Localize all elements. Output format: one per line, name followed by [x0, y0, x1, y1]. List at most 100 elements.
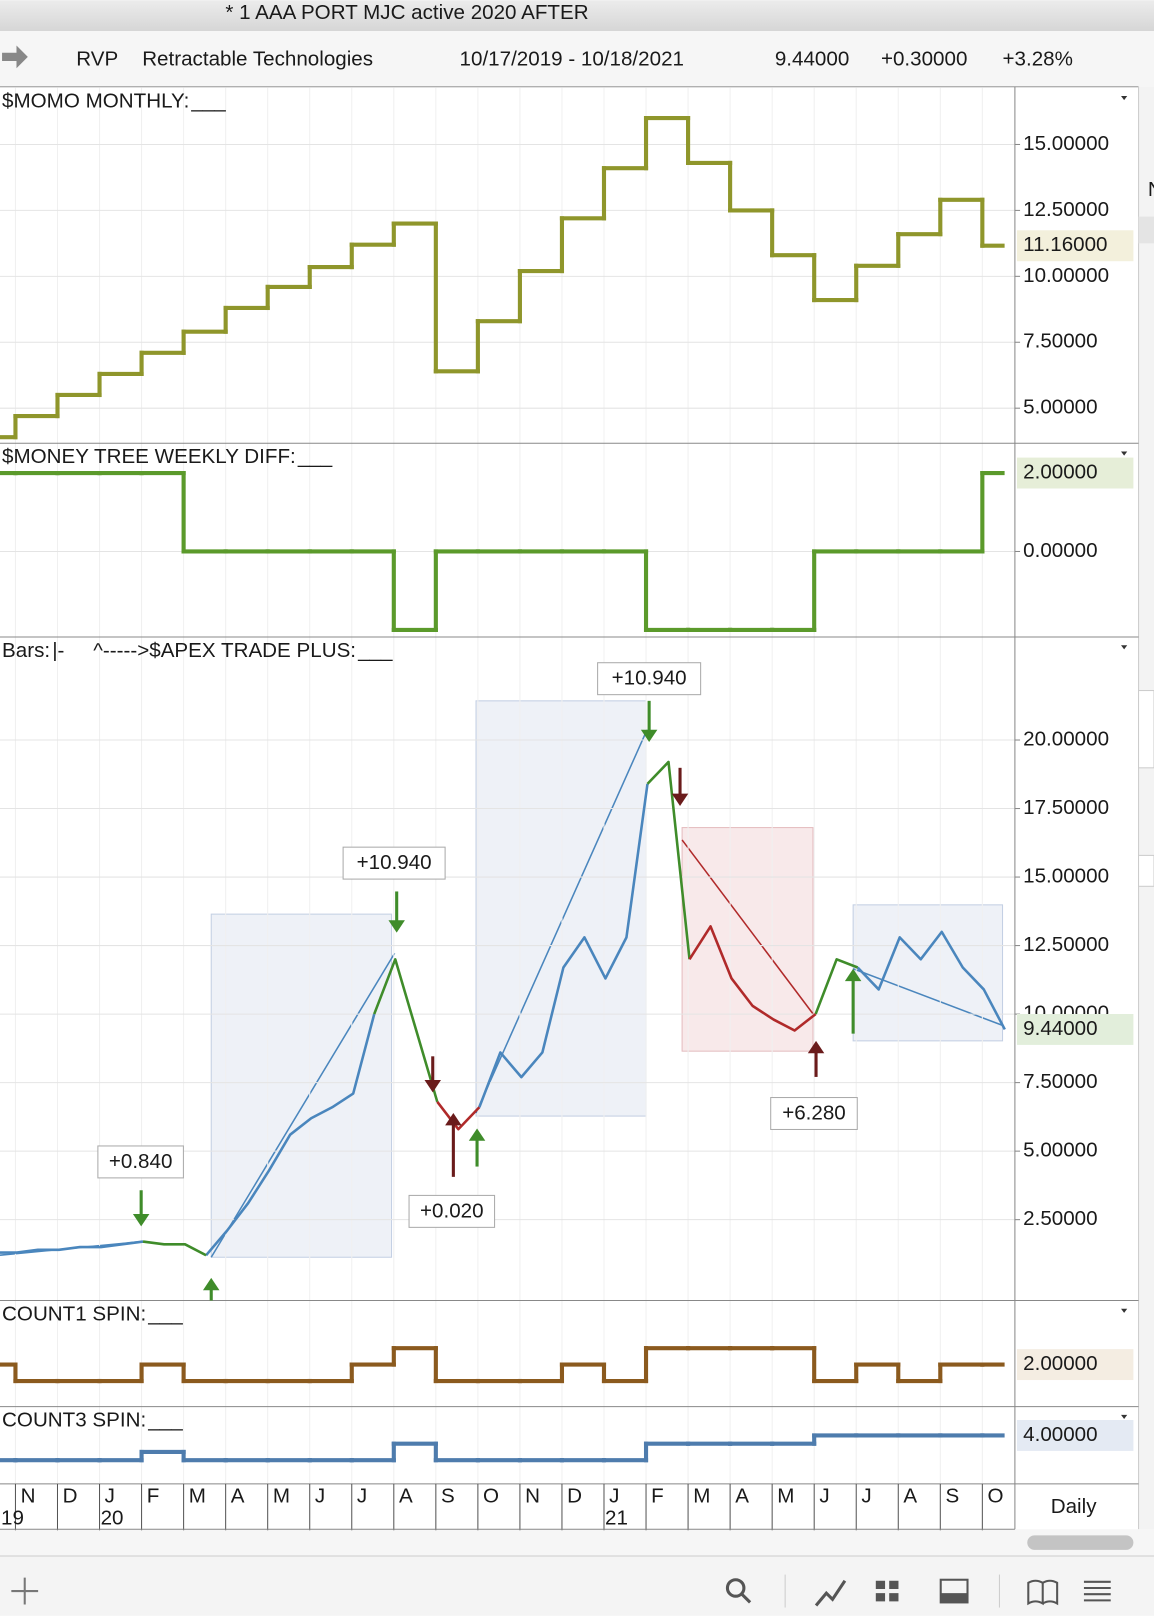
x-tick-label: A	[903, 1485, 917, 1508]
x-tick-label: J	[819, 1485, 829, 1508]
title-suffix: ___	[147, 1409, 183, 1432]
x-tick-label: M	[189, 1485, 206, 1508]
x-tick-label: S	[945, 1485, 959, 1508]
last-value-badge	[1016, 1349, 1134, 1381]
period-button-box[interactable]	[1015, 1489, 1132, 1527]
trade-label-box	[342, 846, 446, 880]
side-tab-box	[1138, 854, 1154, 887]
price-line	[205, 1013, 376, 1257]
title-suffix: ___	[190, 90, 226, 113]
trade-label-box	[597, 662, 702, 696]
price-line	[646, 760, 691, 960]
y-tick-label: 7.50000	[1023, 330, 1097, 353]
signal-arrow-head	[807, 1040, 825, 1054]
x-tick-label: F	[147, 1485, 160, 1508]
trade-label: +0.020	[420, 1199, 484, 1222]
study-name: ^----->$APEX TRADE PLUS:	[93, 639, 356, 662]
title-suffix: ___	[357, 639, 393, 662]
x-tick-label: D	[63, 1485, 78, 1508]
last-price: 9.44000	[775, 47, 849, 70]
price-line	[688, 925, 817, 1032]
x-tick-label: N	[525, 1485, 540, 1508]
last-value-label: 2.00000	[1023, 1352, 1097, 1375]
trade-label: +10.940	[357, 851, 432, 874]
plot-area	[0, 87, 1015, 1484]
signal-arrow-head	[671, 793, 689, 806]
panel-title: Bars:	[2, 639, 50, 662]
last-value-badge	[1016, 1420, 1134, 1451]
window-title: * 1 AAA PORT MJC active 2020 AFTER	[225, 1, 588, 24]
panel-title: $MONEY TREE WEEKLY DIFF:	[2, 445, 296, 468]
x-tick-label: A	[399, 1485, 413, 1508]
header-bar	[0, 31, 1154, 88]
x-tick-label: J	[861, 1485, 871, 1508]
side-tab-box	[1138, 690, 1154, 769]
trade-label-box	[770, 1097, 858, 1130]
layout-icon[interactable]	[875, 1580, 886, 1590]
trade-label: +6.280	[782, 1101, 846, 1124]
price-line	[856, 930, 1006, 1031]
toolbar-icons	[725, 1574, 1111, 1608]
trade-box	[475, 700, 647, 1117]
trade-label-box	[408, 1194, 496, 1228]
x-tick-label: M	[693, 1485, 710, 1508]
side-tab[interactable]: N	[1148, 178, 1154, 201]
trade-label: +10.940	[612, 667, 687, 690]
year-label: 20	[101, 1506, 124, 1529]
percent-change: +3.28%	[1003, 47, 1073, 70]
price-line	[0, 1240, 144, 1254]
y-tick-label: 15.00000	[1023, 864, 1109, 887]
search-icon[interactable]	[725, 1578, 746, 1598]
last-value-badge	[1016, 1013, 1134, 1045]
add-button[interactable]	[11, 1577, 39, 1605]
link-arrow[interactable]	[2, 45, 28, 69]
y-tick-label: 20.00000	[1023, 727, 1109, 750]
panel-menu	[1121, 96, 1128, 101]
title-suffix: ___	[147, 1302, 183, 1325]
trade-box	[210, 913, 393, 1258]
symbol[interactable]: RVP	[76, 47, 118, 70]
panel-title: $MOMO MONTHLY:	[2, 90, 189, 113]
last-value-label: 4.00000	[1023, 1423, 1097, 1446]
last-value-badge	[1016, 230, 1134, 262]
trend-line	[681, 839, 815, 1016]
trade-box	[852, 904, 1004, 1042]
y-tick-label: 10.00000	[1023, 264, 1109, 287]
price-line	[373, 957, 439, 1103]
trend-line	[210, 952, 396, 1258]
x-tick-label: D	[567, 1485, 582, 1508]
bar-style: |-	[52, 639, 64, 662]
signal-arrow-head	[640, 729, 658, 743]
y-tick-label: 12.50000	[1023, 933, 1109, 956]
x-tick-label: M	[777, 1485, 794, 1508]
signal-arrow-head	[388, 920, 405, 933]
x-tick-label: F	[651, 1485, 664, 1508]
side-strip	[1138, 86, 1154, 1530]
y-tick-label: 5.00000	[1023, 396, 1097, 419]
x-tick-label: A	[735, 1485, 749, 1508]
signal-arrow-head	[468, 1128, 486, 1141]
company-name: Retractable Technologies	[142, 47, 373, 70]
trade-label-box	[97, 1145, 184, 1179]
x-tick-label: J	[105, 1485, 115, 1508]
signal-arrow-head	[202, 1277, 220, 1291]
last-value-badge	[1016, 457, 1134, 489]
y-tick-label: 17.50000	[1023, 796, 1109, 819]
book-icon[interactable]	[1027, 1579, 1059, 1606]
last-value-label: 9.44000	[1023, 1017, 1097, 1040]
price-line	[478, 783, 649, 1108]
trend-line	[852, 968, 1003, 1027]
panel-menu	[1121, 451, 1128, 456]
draw-icon[interactable]	[814, 1579, 847, 1607]
panel-title: COUNT3 SPIN:	[2, 1409, 146, 1432]
x-tick-label: M	[273, 1485, 290, 1508]
period-button[interactable]: Daily	[1051, 1495, 1097, 1518]
y-tick-label: 0.00000	[1023, 539, 1097, 562]
scrollbar[interactable]	[1027, 1535, 1134, 1550]
title-bar	[0, 0, 1154, 32]
x-tick-label: O	[987, 1485, 1003, 1508]
x-tick-label: J	[315, 1485, 325, 1508]
x-tick-label: S	[441, 1485, 455, 1508]
y-tick-label: 7.50000	[1023, 1070, 1097, 1093]
list-icon[interactable]	[1083, 1580, 1111, 1602]
